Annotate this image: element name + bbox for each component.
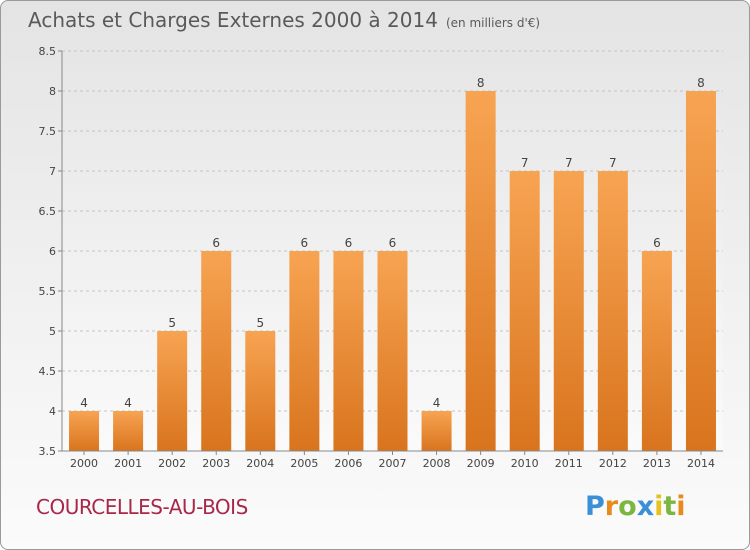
x-tick-label: 2003: [202, 457, 230, 470]
x-tick-label: 2011: [555, 457, 583, 470]
y-tick-label: 8: [49, 85, 56, 98]
chart-title: Achats et Charges Externes 2000 à 2014 (e…: [28, 8, 540, 32]
y-tick-label: 3.5: [39, 445, 57, 458]
bar: [377, 251, 408, 451]
data-label: 4: [433, 396, 441, 410]
bar: [597, 171, 628, 451]
proxiti-logo: Proxiti: [585, 491, 686, 522]
bar: [201, 251, 232, 451]
data-label: 4: [80, 396, 88, 410]
data-label: 6: [301, 236, 309, 250]
y-tick-label: 8.5: [39, 45, 57, 58]
x-tick-label: 2005: [290, 457, 318, 470]
x-tick-label: 2007: [379, 457, 407, 470]
x-tick-label: 2002: [158, 457, 186, 470]
data-label: 5: [256, 316, 264, 330]
y-tick-label: 5.5: [39, 285, 57, 298]
bar: [157, 331, 188, 451]
bar: [641, 251, 672, 451]
bar: [553, 171, 584, 451]
bar-chart: 3.5 4 4.5 5 5.5 6 6.5 7 7.5 8 8.5 4 2000 4 2001 5 2002 6 2…: [39, 45, 723, 470]
y-tick-label: 6: [49, 245, 56, 258]
x-tick-label: 2008: [423, 457, 451, 470]
x-tick-label: 2010: [511, 457, 539, 470]
chart-subtitle: (en milliers d'€): [445, 16, 541, 30]
data-label: 7: [521, 156, 529, 170]
bar: [333, 251, 364, 451]
y-tick-label: 7.5: [39, 125, 57, 138]
x-tick-label: 2001: [114, 457, 142, 470]
data-label: 7: [609, 156, 617, 170]
chart-title-text: Achats et Charges Externes 2000 à 2014: [28, 8, 438, 32]
bar: [685, 91, 716, 451]
data-label: 6: [653, 236, 661, 250]
svg-text:Proxiti: Proxiti: [585, 491, 686, 522]
bar: [245, 331, 276, 451]
x-tick-label: 2009: [467, 457, 495, 470]
commune-name: COURCELLES-AU-BOIS: [36, 495, 248, 519]
bar: [509, 171, 540, 451]
bar: [113, 411, 144, 451]
data-label: 8: [477, 76, 485, 90]
x-tick-label: 2014: [687, 457, 715, 470]
data-label: 6: [345, 236, 353, 250]
data-label: 4: [124, 396, 132, 410]
data-label: 6: [389, 236, 397, 250]
x-tick-label: 2012: [599, 457, 627, 470]
bar: [465, 91, 496, 451]
x-tick-label: 2013: [643, 457, 671, 470]
y-tick-label: 4.5: [39, 365, 57, 378]
y-tick-label: 6.5: [39, 205, 57, 218]
data-label: 6: [212, 236, 220, 250]
data-label: 7: [565, 156, 573, 170]
bar: [421, 411, 452, 451]
bar: [289, 251, 320, 451]
data-label: 8: [697, 76, 705, 90]
y-tick-label: 4: [49, 405, 56, 418]
data-label: 5: [168, 316, 176, 330]
x-tick-label: 2004: [246, 457, 274, 470]
y-tick-label: 7: [49, 165, 56, 178]
bar: [69, 411, 100, 451]
x-tick-label: 2000: [70, 457, 98, 470]
x-tick-label: 2006: [334, 457, 362, 470]
y-tick-label: 5: [49, 325, 56, 338]
